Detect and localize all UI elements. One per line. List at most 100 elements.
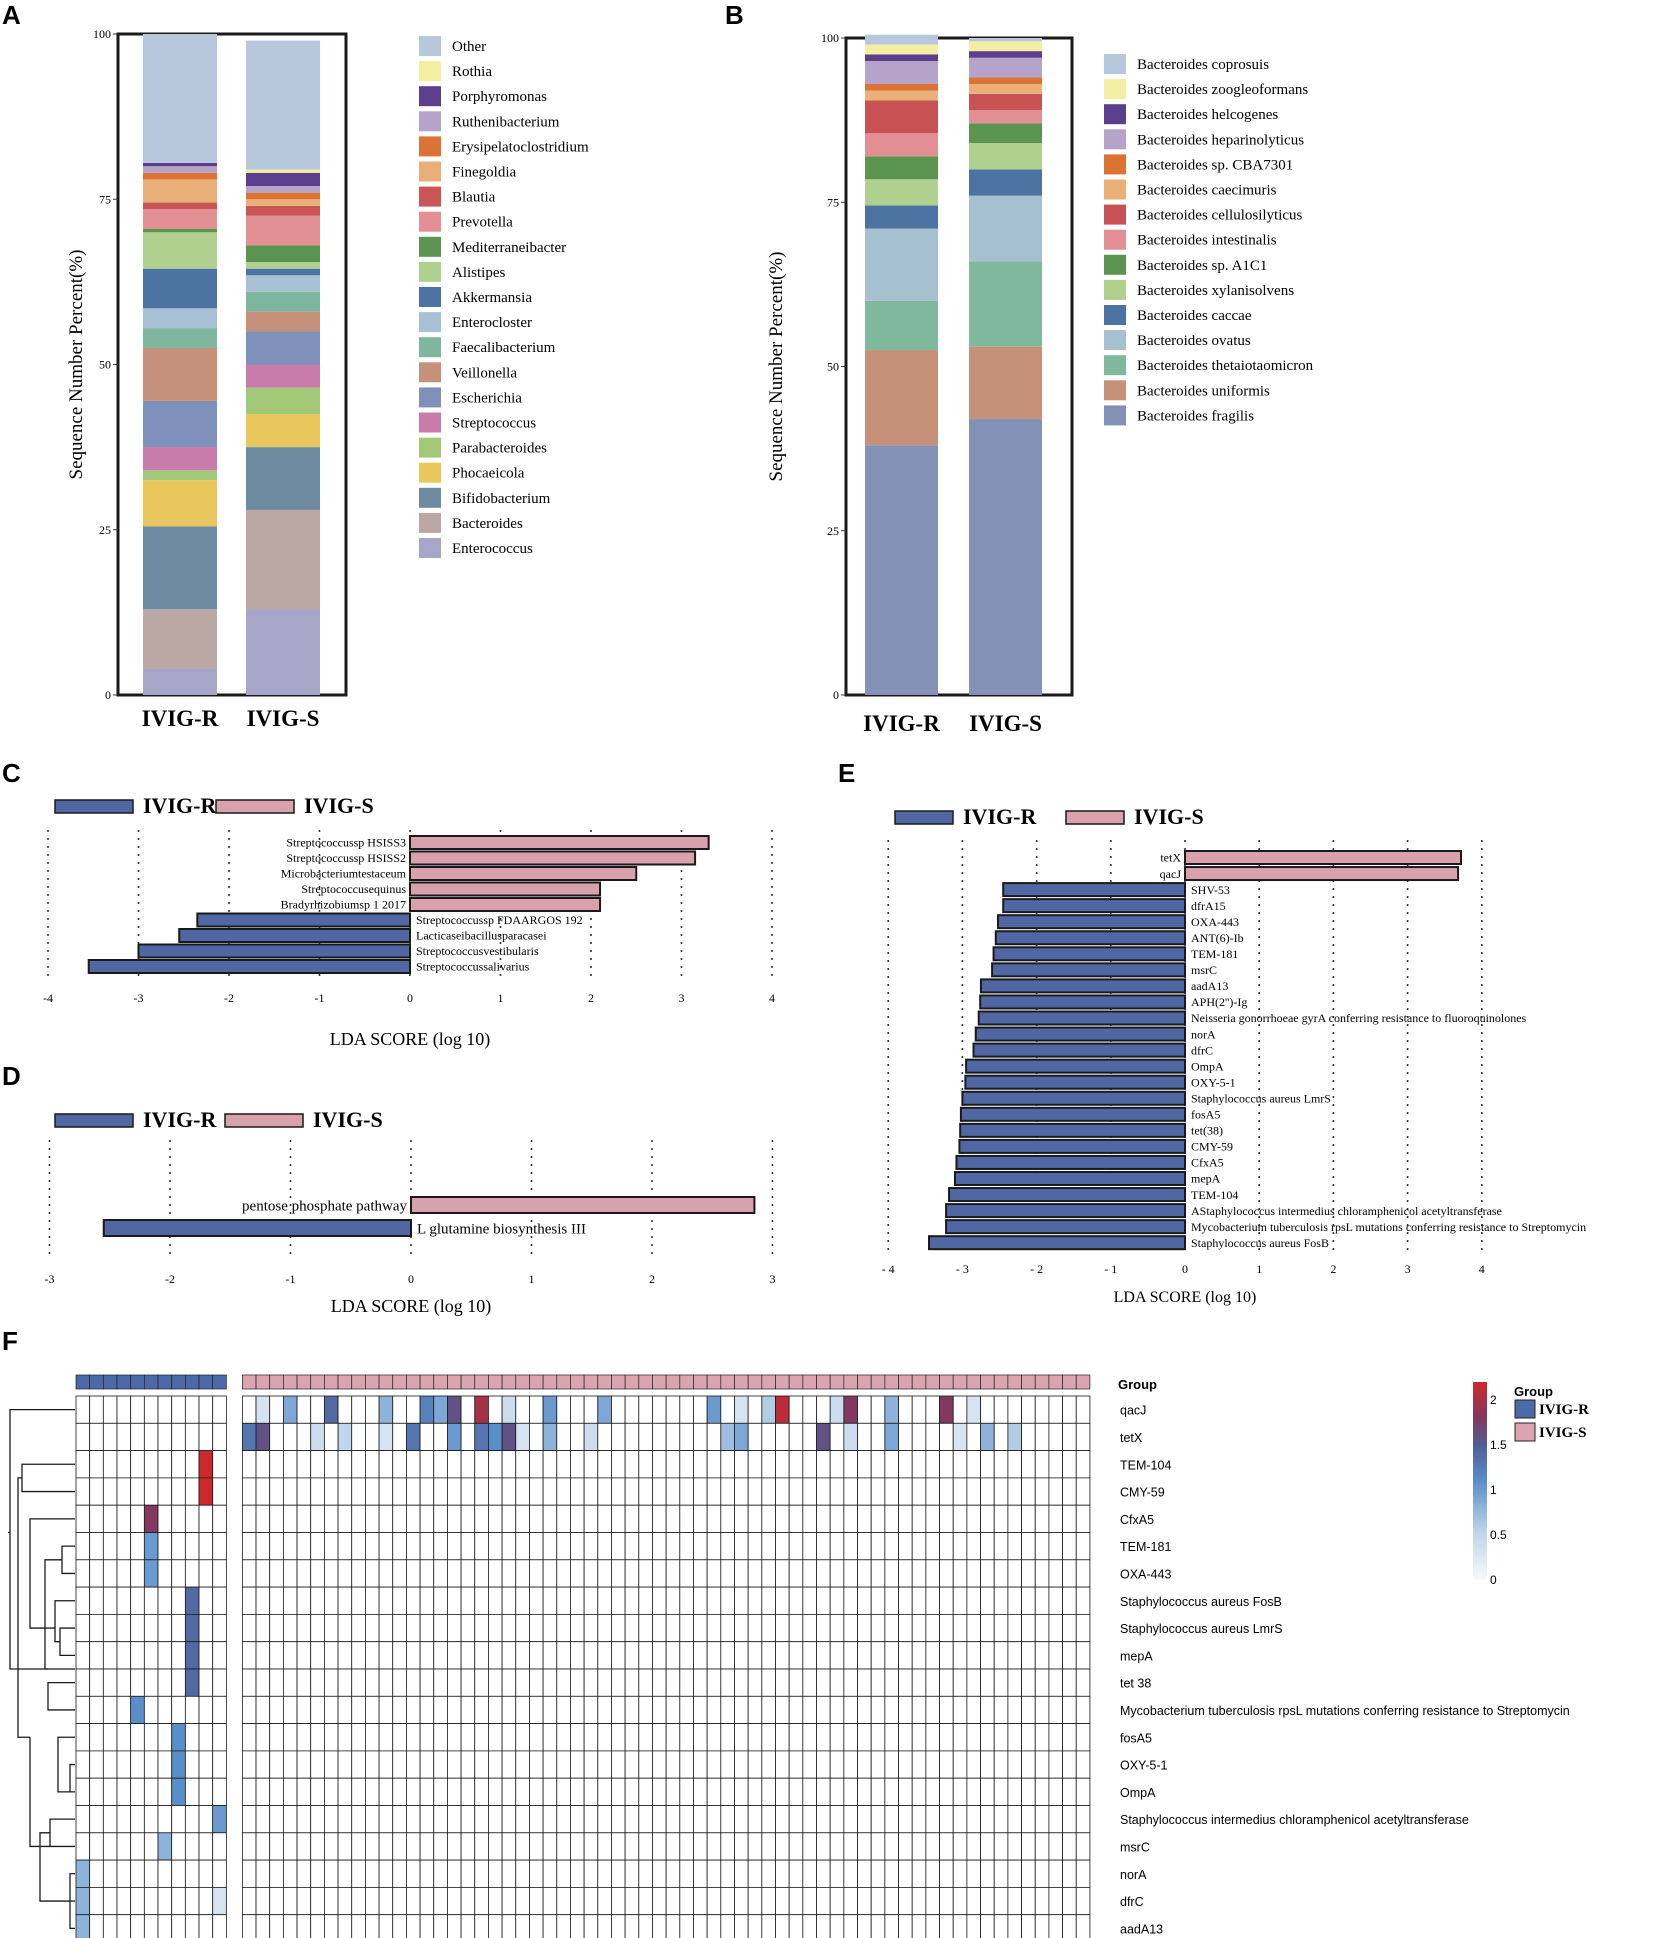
bar-label-nora: norA [1191, 1027, 1216, 1041]
heatmap-cell [474, 1859, 489, 1888]
legend-swatch-bacteroides-cellulosilyticus [1104, 204, 1126, 225]
heatmap-cell [419, 1777, 435, 1806]
heatmap-cell [884, 1532, 899, 1561]
heatmap-cell [171, 1887, 186, 1916]
heatmap-cell [157, 1586, 173, 1615]
x-tick-label: -3 [134, 991, 144, 1005]
heatmap-cell [611, 1750, 626, 1779]
heatmap-cell [939, 1532, 954, 1561]
heatmap-cell [898, 1395, 913, 1424]
x-tick-label: -2 [224, 991, 234, 1005]
legend-swatch-bacteroides-caccae [1104, 305, 1126, 325]
heatmap-cell [952, 1668, 968, 1697]
heatmap-cell [515, 1532, 530, 1561]
heatmap-cell [75, 1422, 91, 1452]
heatmap-cell [925, 1477, 940, 1506]
heatmap-cell [693, 1777, 708, 1806]
heatmap-cell [255, 1914, 271, 1938]
heatmap-cell [157, 1914, 173, 1938]
x-tick-label: 2 [1330, 1262, 1336, 1276]
heatmap-cell [1007, 1887, 1022, 1916]
heatmap-cell [488, 1504, 503, 1533]
heatmap-cell [198, 1750, 214, 1779]
heatmap-cell [1021, 1723, 1036, 1752]
heatmap-cell [529, 1614, 544, 1643]
heatmap-cell [460, 1641, 476, 1670]
dendrogram-branch [44, 1559, 62, 1670]
heatmap-cell [241, 1477, 257, 1506]
heatmap-cell [501, 1695, 517, 1725]
heatmap-cell [747, 1559, 763, 1588]
bar-segment-prevotella-ivig-s [246, 215, 320, 246]
heatmap-cell [679, 1805, 694, 1834]
x-tick-label: 0 [407, 991, 413, 1005]
heatmap-cell [1021, 1614, 1036, 1643]
heatmap-cell [898, 1532, 913, 1561]
heatmap-cell [980, 1887, 995, 1916]
heatmap-cell [802, 1641, 817, 1670]
heatmap-cell [870, 1422, 886, 1452]
group-annotation-cell [515, 1374, 530, 1390]
legend-label-enterocloster: Enterocloster [452, 315, 532, 331]
heatmap-cell [515, 1450, 530, 1479]
heatmap-cell [898, 1777, 913, 1806]
heatmap-cell [116, 1504, 132, 1533]
heatmap-cell [884, 1395, 899, 1424]
heatmap-cell [323, 1668, 339, 1697]
heatmap-cell [488, 1723, 503, 1752]
heatmap-cell [296, 1723, 312, 1752]
heatmap-cell [241, 1914, 257, 1938]
heatmap-cell [460, 1586, 476, 1615]
x-tick-label: 1 [529, 1272, 535, 1286]
heatmap-cell [925, 1695, 940, 1725]
heatmap-cell [1075, 1422, 1091, 1452]
bar-segment-parabacteroides-ivig-r [143, 470, 217, 481]
heatmap-cell [993, 1914, 1009, 1938]
bar-segment-bacteroides-sp-a1c1-ivig-r [865, 156, 938, 180]
heatmap-cell [212, 1887, 227, 1916]
heatmap-cell [1062, 1668, 1077, 1697]
heatmap-cell [501, 1614, 517, 1643]
heatmap-cell [583, 1859, 599, 1888]
heatmap-cell [1021, 1641, 1036, 1670]
heatmap-cell [130, 1504, 145, 1533]
heatmap-cell [102, 1695, 118, 1725]
heatmap-cell [419, 1450, 435, 1479]
bar-segment-bacteroides-ovatus-ivig-s [969, 195, 1042, 262]
heatmap-cell [282, 1777, 298, 1806]
group-annotation-cell [419, 1374, 435, 1390]
heatmap-cell [638, 1914, 653, 1938]
lda-bar-aada13 [979, 978, 1187, 994]
heatmap-cell [775, 1395, 790, 1424]
group-annotation-cell [857, 1374, 872, 1390]
heatmap-cell [980, 1668, 995, 1697]
heatmap-cell [556, 1422, 571, 1452]
heatmap-cell [337, 1532, 353, 1561]
bar-segment-ruthenibacterium-ivig-s [246, 186, 320, 193]
heatmap-cell [255, 1859, 271, 1888]
heatmap-cell [939, 1614, 954, 1643]
lda-bar-mepa [953, 1171, 1186, 1186]
group-annotation-cell [212, 1374, 227, 1390]
heatmap-cell [351, 1805, 366, 1834]
heatmap-cell [282, 1750, 298, 1779]
heatmap-cell [1062, 1395, 1077, 1424]
heatmap-cell [184, 1641, 200, 1670]
heatmap-cell [624, 1832, 640, 1861]
heatmap-cell [638, 1559, 653, 1588]
heatmap-cell [351, 1532, 366, 1561]
lda-bar-pentose-phosphate-pathway [410, 1196, 756, 1214]
heatmap-cell [720, 1750, 735, 1779]
heatmap-cell [130, 1422, 145, 1452]
group-annotation-cell [130, 1374, 145, 1390]
heatmap-cell [515, 1586, 530, 1615]
heatmap-cell [652, 1887, 667, 1916]
heatmap-cell [884, 1641, 899, 1670]
heatmap-cell [857, 1559, 872, 1588]
lda-bar-fosa5 [959, 1106, 1187, 1122]
heatmap-cell [720, 1477, 735, 1506]
heatmap-cell [720, 1859, 735, 1888]
lda-bar-cmy-59 [958, 1138, 1186, 1154]
heatmap-cell [143, 1695, 159, 1725]
